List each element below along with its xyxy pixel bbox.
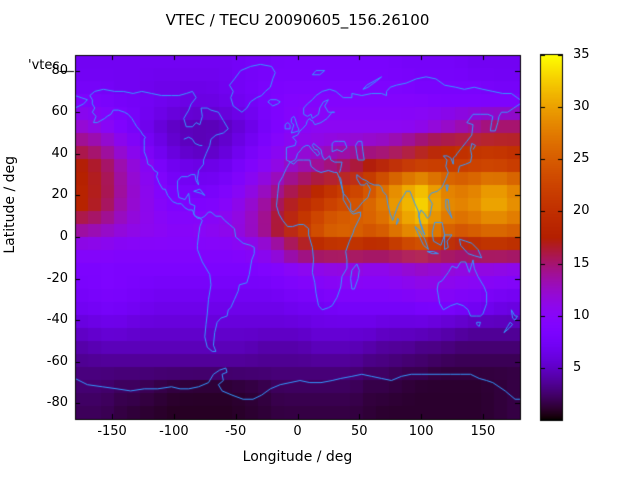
- colorbar-tick-label: 10: [573, 307, 590, 323]
- x-axis-label: Longitude / deg: [242, 449, 353, 465]
- x-tick-label: 100: [408, 424, 434, 439]
- y-tick-label: 60: [51, 104, 68, 120]
- chart-title: VTEC / TECU 20090605_156.26100: [165, 11, 430, 29]
- y-tick-label: -60: [46, 353, 68, 369]
- colorbar-tick-label: 5: [573, 359, 582, 375]
- colorbar-tick-label: 15: [573, 255, 590, 271]
- colorbar-tick-label: 35: [573, 47, 590, 62]
- y-axis-label: Latitude / deg: [2, 156, 18, 254]
- x-tick-label: -50: [225, 424, 247, 439]
- legend-key-label: 'vtec_: [28, 58, 67, 73]
- y-tick-label: 0: [59, 229, 68, 244]
- colorbar-tick-label: 20: [573, 203, 590, 219]
- x-tick-label: -150: [97, 424, 127, 439]
- y-tick-label: -20: [46, 270, 68, 286]
- y-tick-label: 40: [51, 145, 68, 161]
- x-tick-label: 150: [470, 424, 496, 439]
- x-tick-label: 50: [351, 424, 368, 439]
- colorbar-tick-label: 25: [573, 151, 590, 167]
- x-tick-label: 0: [293, 424, 302, 439]
- y-tick-label: 20: [51, 187, 68, 203]
- y-tick-label: -40: [46, 312, 68, 328]
- y-tick-label: 80: [51, 62, 68, 78]
- x-tick-label: -100: [159, 424, 189, 439]
- colorbar-tick-label: 30: [573, 99, 590, 115]
- y-tick-label: -80: [46, 395, 68, 411]
